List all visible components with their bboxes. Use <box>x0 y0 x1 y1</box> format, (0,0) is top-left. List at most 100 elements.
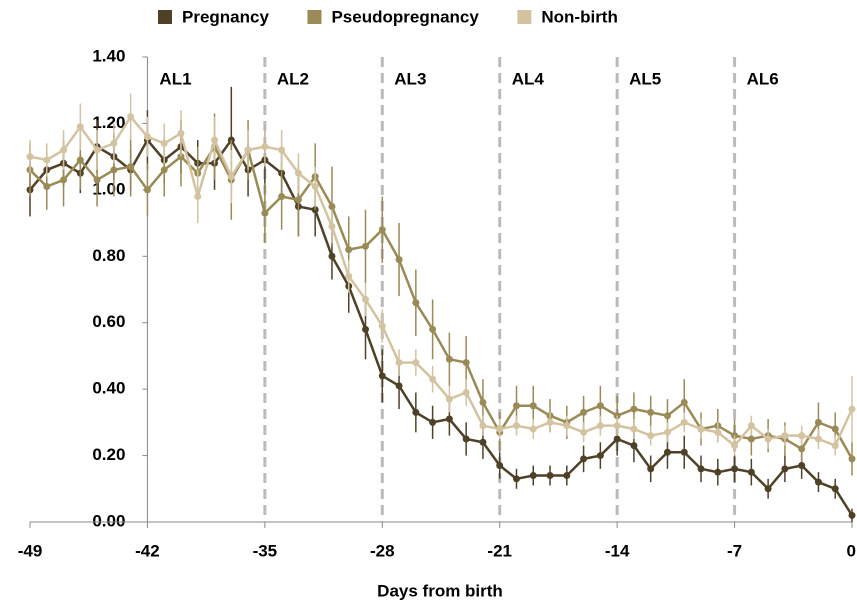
data-point <box>345 246 353 254</box>
x-tick-label: -21 <box>487 541 512 560</box>
data-point <box>345 272 353 280</box>
data-point <box>747 422 755 430</box>
y-tick-label: 1.00 <box>92 179 125 198</box>
data-point <box>781 432 789 440</box>
data-point <box>462 435 470 443</box>
data-point <box>462 388 470 396</box>
data-point <box>529 425 537 433</box>
data-point <box>831 485 839 493</box>
phase-label: AL4 <box>512 69 545 88</box>
data-point <box>294 196 302 204</box>
data-point <box>630 405 638 413</box>
data-point <box>731 465 739 473</box>
data-point <box>848 455 856 463</box>
data-point <box>580 408 588 416</box>
data-point <box>76 123 84 131</box>
data-point <box>764 485 772 493</box>
data-point <box>663 412 671 420</box>
data-point <box>647 432 655 440</box>
data-point <box>596 422 604 430</box>
data-point <box>127 113 135 121</box>
data-point <box>177 129 185 137</box>
data-point <box>546 418 554 426</box>
phase-label: AL6 <box>747 69 779 88</box>
data-point <box>378 226 386 234</box>
data-point <box>479 398 487 406</box>
data-point <box>714 468 722 476</box>
data-point <box>613 435 621 443</box>
data-point <box>110 166 118 174</box>
y-tick-label: 0.00 <box>92 511 125 530</box>
x-tick-label: 0 <box>847 541 856 560</box>
data-point <box>26 153 34 161</box>
data-point <box>496 425 504 433</box>
data-point <box>831 442 839 450</box>
data-point <box>429 375 437 383</box>
data-point <box>512 475 520 483</box>
data-point <box>580 455 588 463</box>
data-point <box>848 405 856 413</box>
data-point <box>512 422 520 430</box>
data-point <box>328 202 336 210</box>
data-point <box>412 359 420 367</box>
phase-label: AL3 <box>394 69 426 88</box>
x-tick-label: -49 <box>18 541 43 560</box>
x-axis-label: Days from birth <box>377 581 503 600</box>
data-point <box>328 252 336 260</box>
data-point <box>60 146 68 154</box>
legend-swatch <box>307 10 322 24</box>
data-point <box>814 435 822 443</box>
data-point <box>378 322 386 330</box>
data-point <box>395 359 403 367</box>
legend-label: Pregnancy <box>182 7 269 26</box>
data-point <box>529 472 537 479</box>
data-point <box>445 355 453 363</box>
data-point <box>43 183 51 191</box>
data-point <box>160 166 168 174</box>
data-point <box>412 299 420 307</box>
data-point <box>680 448 688 456</box>
data-point <box>663 428 671 436</box>
data-point <box>831 425 839 433</box>
data-point <box>630 442 638 450</box>
data-point <box>395 382 403 390</box>
data-point <box>814 418 822 426</box>
data-point <box>848 511 856 519</box>
data-point <box>278 146 286 154</box>
data-point <box>714 428 722 436</box>
data-point <box>798 462 806 470</box>
phase-label: AL2 <box>277 69 309 88</box>
y-tick-label: 0.80 <box>92 246 125 265</box>
data-point <box>194 193 202 200</box>
data-point <box>630 425 638 433</box>
legend-label: Non-birth <box>541 7 617 26</box>
data-point <box>596 452 604 460</box>
data-point <box>93 176 101 184</box>
data-point <box>781 465 789 473</box>
data-point <box>60 176 68 184</box>
series-line <box>29 137 854 517</box>
data-point <box>43 156 51 164</box>
data-point <box>462 359 470 367</box>
data-point <box>680 398 688 406</box>
data-point <box>445 415 453 423</box>
data-point <box>362 242 370 250</box>
data-point <box>211 136 219 144</box>
data-point <box>798 432 806 440</box>
data-point <box>110 139 118 147</box>
data-point <box>479 422 487 430</box>
data-point <box>697 465 705 473</box>
data-point <box>412 408 420 416</box>
y-tick-label: 1.40 <box>92 46 125 65</box>
data-point <box>647 465 655 473</box>
data-point <box>563 472 571 479</box>
data-point <box>563 422 571 430</box>
data-point <box>496 462 504 470</box>
data-point <box>613 422 621 430</box>
data-point <box>311 183 319 191</box>
data-point <box>814 478 822 486</box>
data-point <box>580 428 588 436</box>
data-point <box>227 173 235 181</box>
data-point <box>647 408 655 416</box>
